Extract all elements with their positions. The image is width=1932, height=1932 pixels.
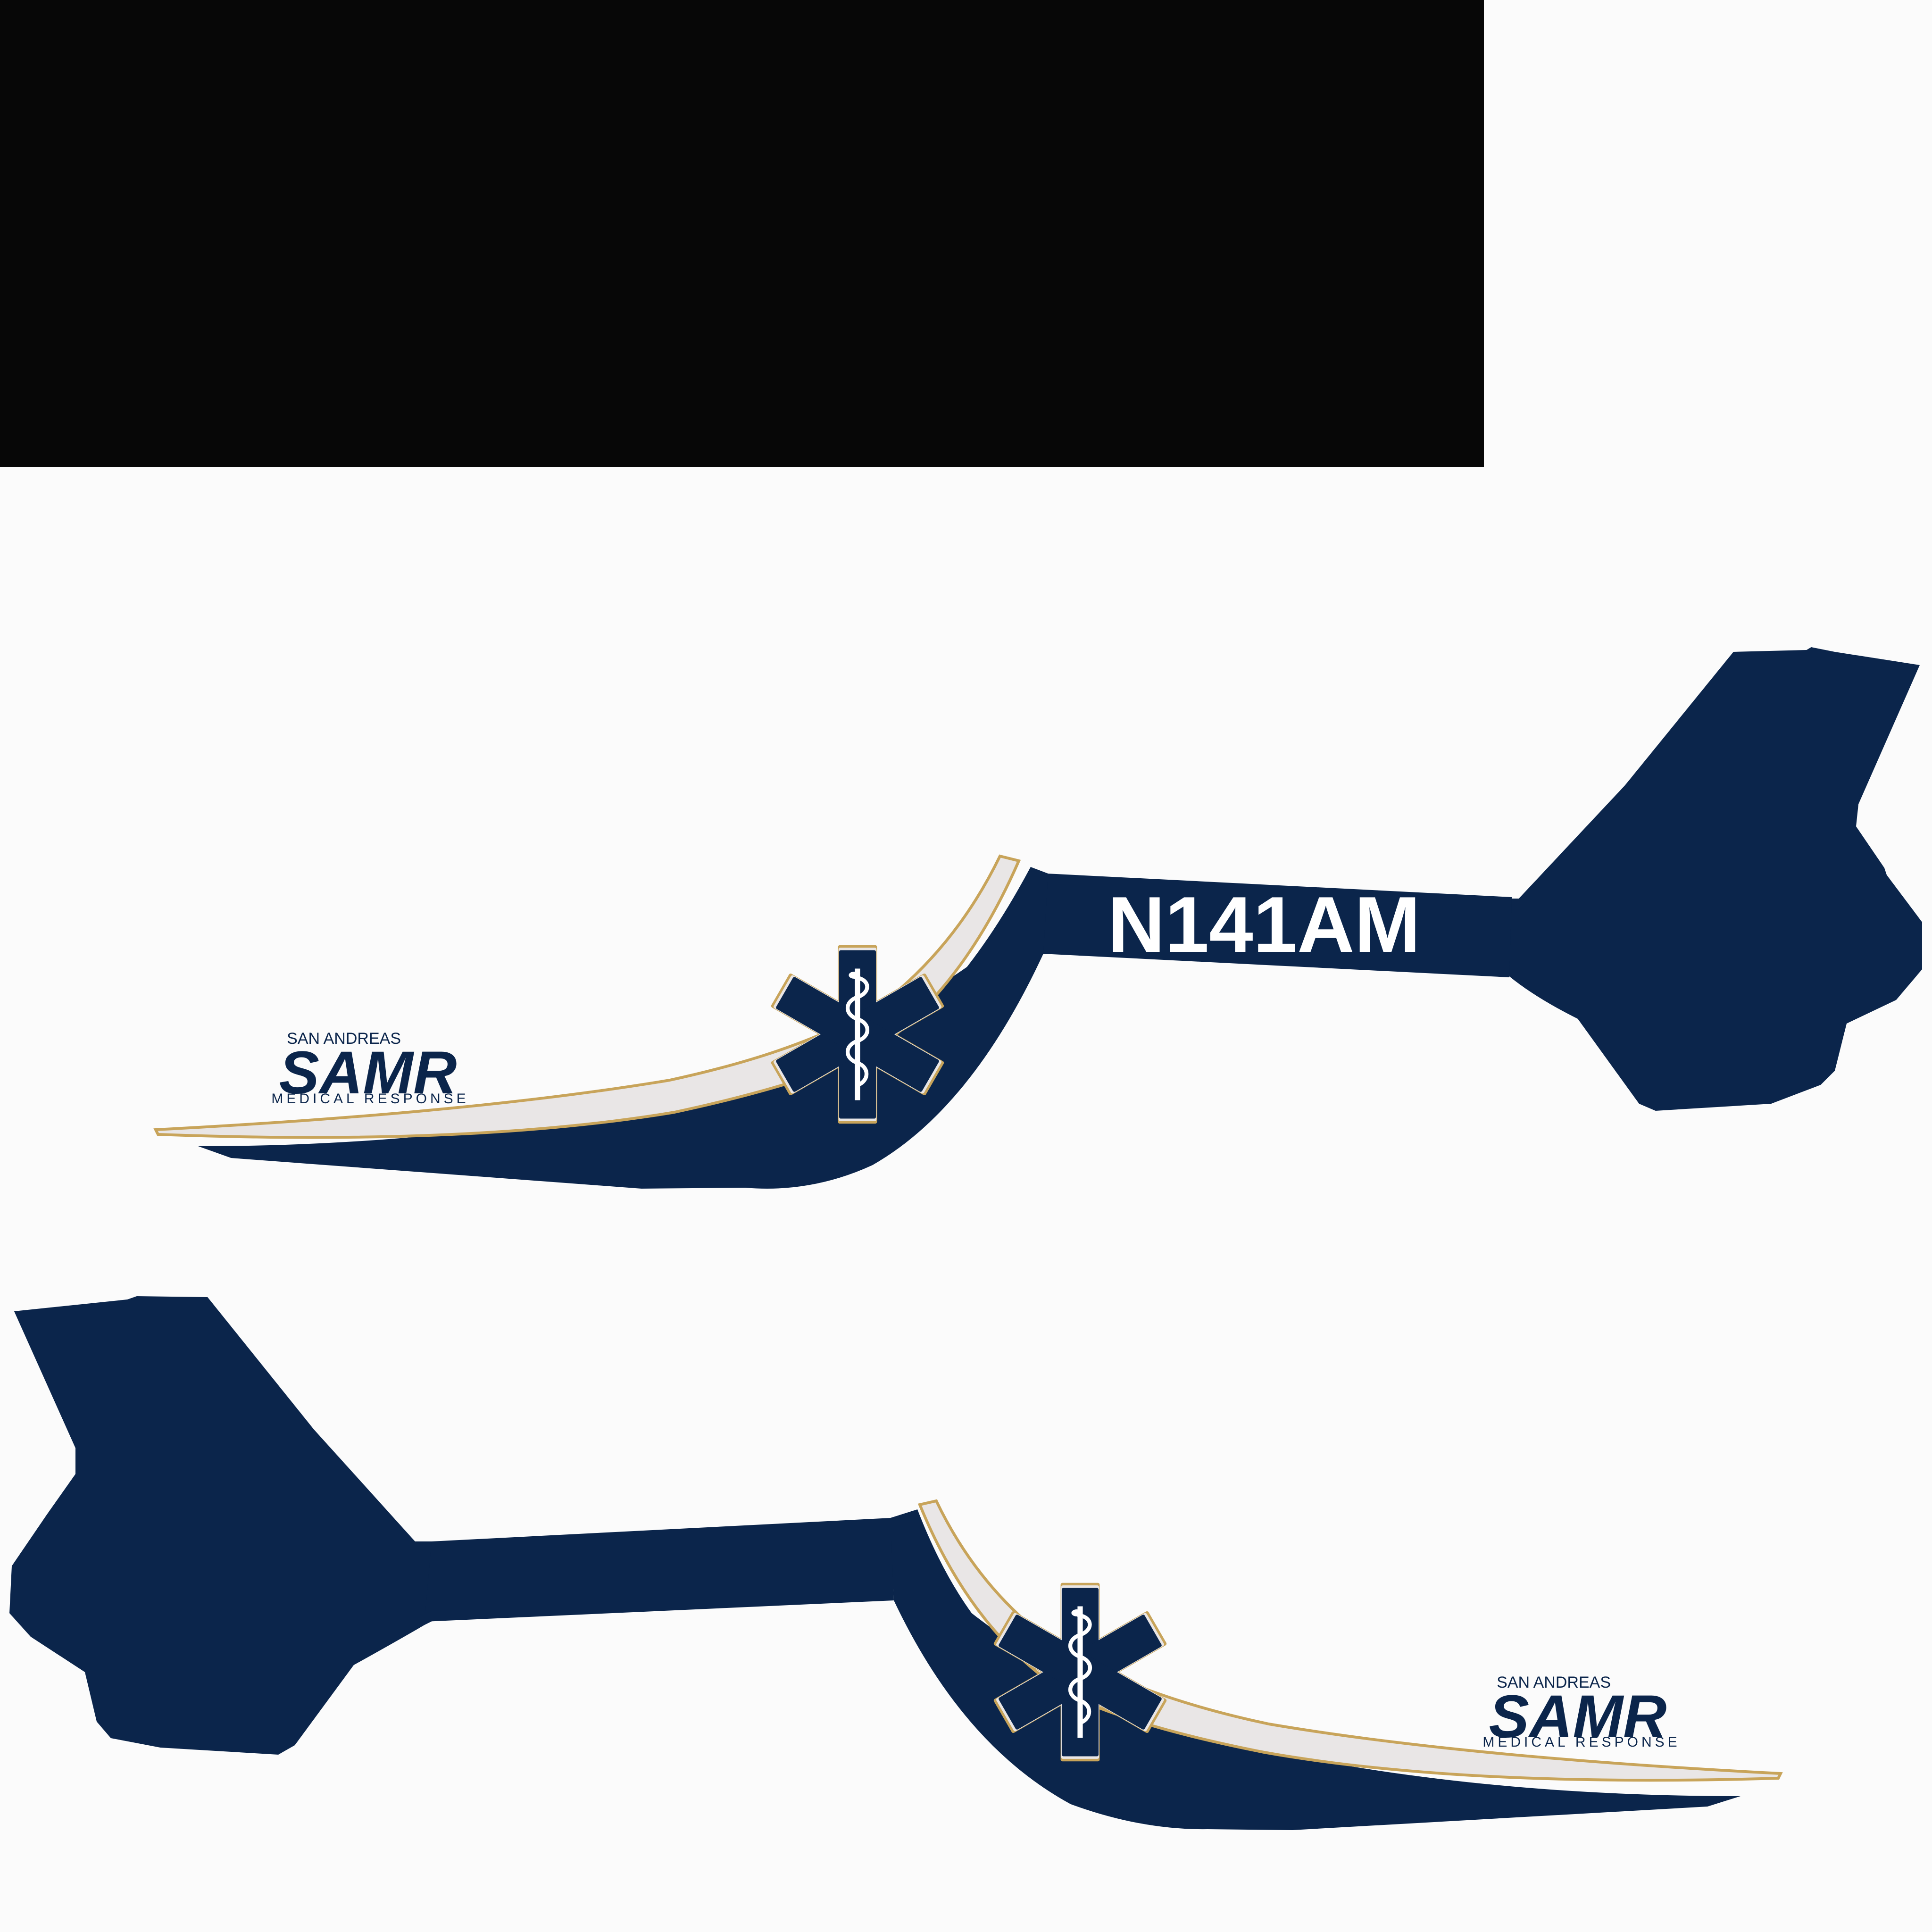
tail-fin-lower — [9, 1296, 434, 1755]
logo-main: SAMR — [279, 1039, 457, 1107]
tail-boom-upper — [1042, 874, 1512, 977]
black-block — [0, 0, 1484, 467]
body-sweep-lower — [891, 1509, 1740, 1830]
tail-fin-upper — [1498, 647, 1922, 1111]
tail-boom-lower — [425, 1518, 894, 1622]
samr-logo-lower: SAN ANDREAS SAMR MEDICAL RESPONSE — [1482, 1674, 1680, 1750]
logo-top-line: SAN ANDREAS — [1497, 1674, 1611, 1691]
tail-lower: SAN ANDREAS SAMR MEDICAL RESPONSE — [9, 1296, 1783, 1830]
tail-upper: N141AM SAN ANDREAS SAMR MEDICAL RESPONSE — [153, 647, 1922, 1189]
logo-main: SAMR — [1489, 1683, 1667, 1750]
registration-text: N141AM — [1108, 880, 1421, 969]
logo-bottom-line: MEDICAL RESPONSE — [1482, 1734, 1680, 1750]
samr-logo-upper: SAN ANDREAS SAMR MEDICAL RESPONSE — [271, 1030, 469, 1107]
body-sweep-upper — [198, 867, 1048, 1189]
logo-top-line: SAN ANDREAS — [287, 1030, 401, 1048]
logo-bottom-line: MEDICAL RESPONSE — [271, 1091, 469, 1107]
